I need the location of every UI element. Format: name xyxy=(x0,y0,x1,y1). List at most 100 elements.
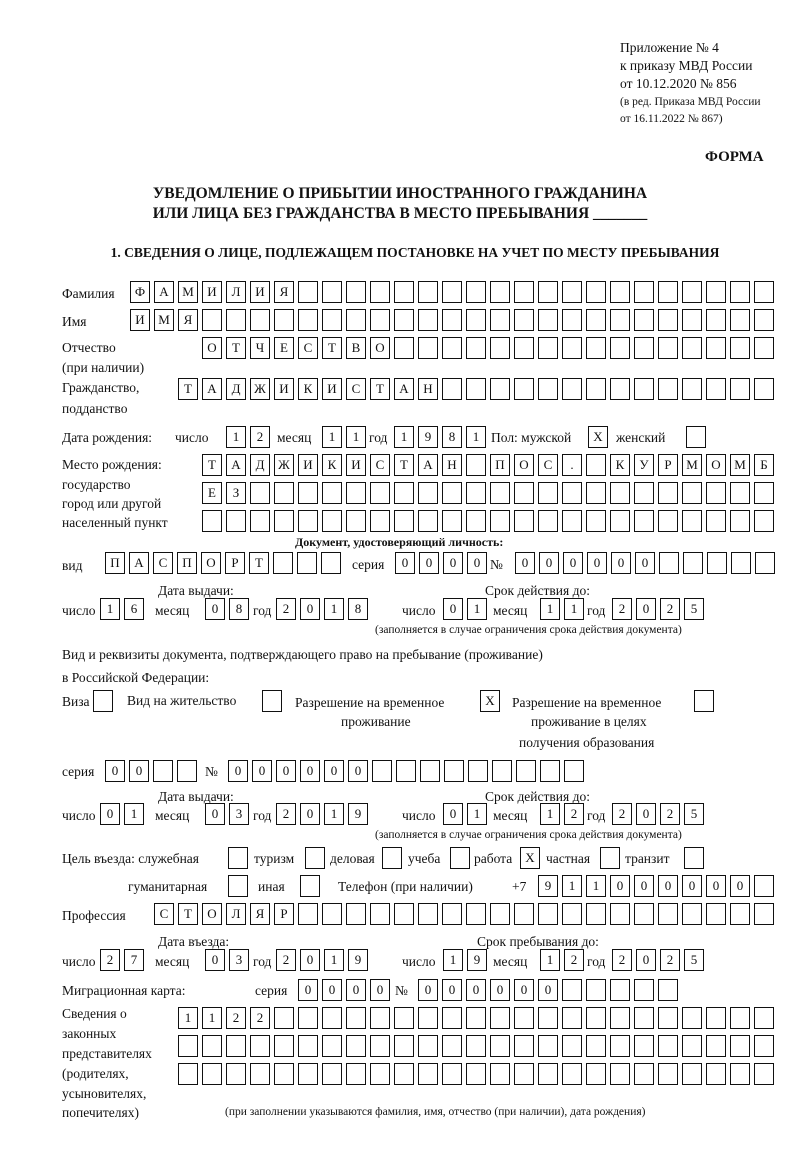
letter-box[interactable] xyxy=(586,1063,606,1085)
letter-box[interactable] xyxy=(396,760,416,782)
letter-box[interactable]: 0 xyxy=(252,760,272,782)
letter-box[interactable] xyxy=(682,378,702,400)
letter-box[interactable] xyxy=(706,1035,726,1057)
letter-box[interactable]: И xyxy=(202,281,222,303)
letter-box[interactable] xyxy=(586,1007,606,1029)
letter-box[interactable] xyxy=(706,903,726,925)
letter-box[interactable]: 0 xyxy=(129,760,149,782)
letter-box[interactable] xyxy=(418,482,438,504)
letter-box[interactable] xyxy=(346,510,366,532)
letter-box[interactable]: Е xyxy=(202,482,222,504)
letter-box[interactable]: О xyxy=(706,454,726,476)
letter-box[interactable] xyxy=(706,378,726,400)
letter-box[interactable] xyxy=(322,510,342,532)
letter-box[interactable]: 0 xyxy=(636,949,656,971)
letter-box[interactable] xyxy=(226,309,246,331)
letter-box[interactable]: 2 xyxy=(226,1007,246,1029)
letter-box[interactable] xyxy=(754,1063,774,1085)
letter-box[interactable]: А xyxy=(154,281,174,303)
letter-box[interactable]: 1 xyxy=(562,875,582,897)
letter-box[interactable] xyxy=(730,1007,750,1029)
letter-box[interactable] xyxy=(514,1063,534,1085)
letter-box[interactable]: 1 xyxy=(540,598,560,620)
letter-box[interactable] xyxy=(610,378,630,400)
letter-box[interactable] xyxy=(694,690,714,712)
letter-box[interactable] xyxy=(490,309,510,331)
letter-box[interactable] xyxy=(516,760,536,782)
letter-box[interactable]: 0 xyxy=(370,979,390,1001)
letter-box[interactable] xyxy=(610,1007,630,1029)
letter-box[interactable]: 0 xyxy=(587,552,607,574)
letter-box[interactable] xyxy=(442,378,462,400)
letter-box[interactable] xyxy=(682,1007,702,1029)
letter-box[interactable]: С xyxy=(538,454,558,476)
letter-box[interactable]: 8 xyxy=(442,426,462,448)
letter-box[interactable] xyxy=(658,378,678,400)
letter-box[interactable] xyxy=(202,1035,222,1057)
letter-box[interactable] xyxy=(466,482,486,504)
letter-box[interactable]: 1 xyxy=(443,949,463,971)
letter-box[interactable] xyxy=(634,378,654,400)
letter-box[interactable]: 1 xyxy=(226,426,246,448)
letter-box[interactable] xyxy=(442,903,462,925)
letter-box[interactable]: 0 xyxy=(658,875,678,897)
letter-box[interactable] xyxy=(706,1063,726,1085)
letter-box[interactable] xyxy=(634,482,654,504)
letter-box[interactable] xyxy=(731,552,751,574)
letter-box[interactable] xyxy=(178,1063,198,1085)
letter-box[interactable] xyxy=(466,378,486,400)
letter-box[interactable] xyxy=(346,1063,366,1085)
letter-box[interactable] xyxy=(658,979,678,1001)
letter-box[interactable]: М xyxy=(682,454,702,476)
letter-box[interactable] xyxy=(658,1007,678,1029)
letter-box[interactable] xyxy=(322,482,342,504)
letter-box[interactable]: Ф xyxy=(130,281,150,303)
letter-box[interactable]: Я xyxy=(250,903,270,925)
letter-box[interactable] xyxy=(273,552,293,574)
letter-box[interactable]: Ж xyxy=(274,454,294,476)
letter-box[interactable] xyxy=(562,378,582,400)
letter-box[interactable]: 2 xyxy=(612,949,632,971)
letter-box[interactable] xyxy=(466,1063,486,1085)
letter-box[interactable] xyxy=(372,760,392,782)
letter-box[interactable]: Я xyxy=(178,309,198,331)
letter-box[interactable]: 0 xyxy=(443,552,463,574)
letter-box[interactable]: З xyxy=(226,482,246,504)
letter-box[interactable]: 0 xyxy=(105,760,125,782)
letter-box[interactable] xyxy=(346,309,366,331)
letter-box[interactable]: В xyxy=(346,337,366,359)
letter-box[interactable] xyxy=(634,903,654,925)
letter-box[interactable]: 0 xyxy=(538,979,558,1001)
letter-box[interactable]: 1 xyxy=(394,426,414,448)
letter-box[interactable] xyxy=(658,337,678,359)
letter-box[interactable] xyxy=(562,337,582,359)
letter-box[interactable] xyxy=(730,378,750,400)
letter-box[interactable]: И xyxy=(322,378,342,400)
letter-box[interactable] xyxy=(730,482,750,504)
letter-box[interactable] xyxy=(322,309,342,331)
letter-box[interactable] xyxy=(658,281,678,303)
letter-box[interactable]: Л xyxy=(226,281,246,303)
letter-box[interactable] xyxy=(202,510,222,532)
letter-box[interactable]: 1 xyxy=(586,875,606,897)
letter-box[interactable] xyxy=(418,1007,438,1029)
letter-box[interactable] xyxy=(298,1063,318,1085)
letter-box[interactable] xyxy=(562,281,582,303)
letter-box[interactable] xyxy=(370,1007,390,1029)
letter-box[interactable] xyxy=(177,760,197,782)
letter-box[interactable]: 9 xyxy=(467,949,487,971)
letter-box[interactable] xyxy=(707,552,727,574)
letter-box[interactable] xyxy=(610,903,630,925)
letter-box[interactable] xyxy=(274,1063,294,1085)
letter-box[interactable] xyxy=(600,847,620,869)
letter-box[interactable] xyxy=(394,510,414,532)
letter-box[interactable] xyxy=(754,482,774,504)
letter-box[interactable] xyxy=(538,510,558,532)
letter-box[interactable]: 0 xyxy=(635,552,655,574)
letter-box[interactable]: 0 xyxy=(443,803,463,825)
letter-box[interactable]: 0 xyxy=(467,552,487,574)
letter-box[interactable]: 0 xyxy=(682,875,702,897)
letter-box[interactable]: 1 xyxy=(540,803,560,825)
letter-box[interactable] xyxy=(420,760,440,782)
letter-box[interactable] xyxy=(466,1035,486,1057)
